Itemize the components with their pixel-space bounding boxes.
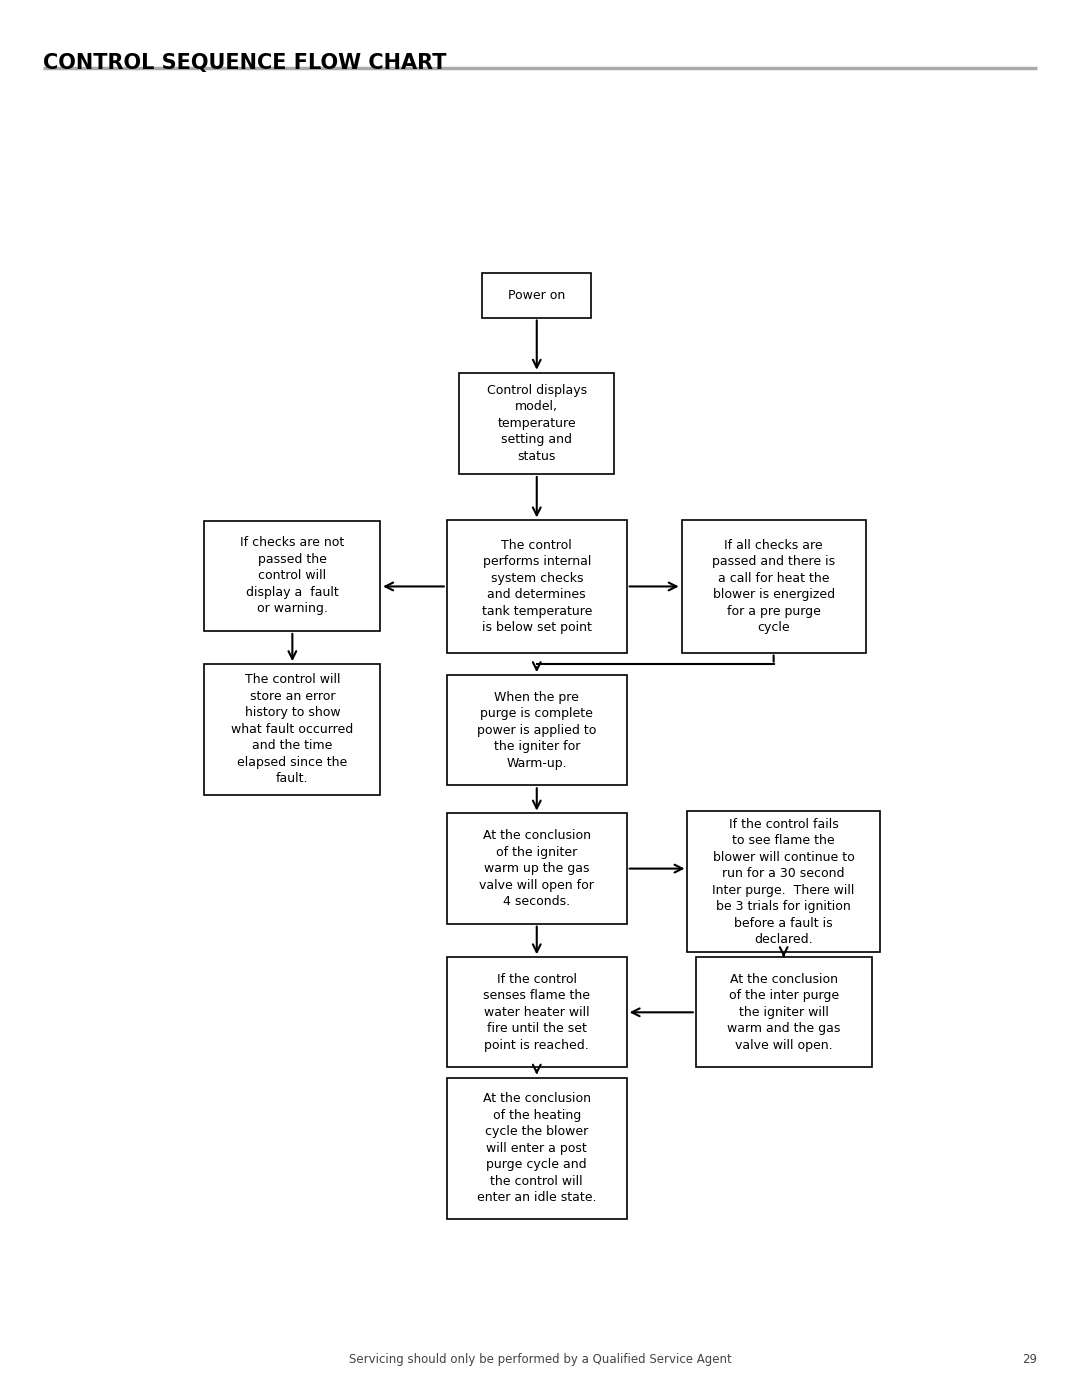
Text: If the control
senses flame the
water heater will
fire until the set
point is re: If the control senses flame the water he… <box>483 972 591 1052</box>
Bar <box>447 1077 626 1218</box>
Bar <box>447 957 626 1067</box>
Text: Power on: Power on <box>508 289 566 302</box>
Text: At the conclusion
of the igniter
warm up the gas
valve will open for
4 seconds.: At the conclusion of the igniter warm up… <box>480 828 594 908</box>
Text: When the pre
purge is complete
power is applied to
the igniter for
Warm-up.: When the pre purge is complete power is … <box>477 690 596 770</box>
Text: CONTROL SEQUENCE FLOW CHART: CONTROL SEQUENCE FLOW CHART <box>43 53 447 73</box>
Bar <box>688 812 880 953</box>
Text: Control displays
model,
temperature
setting and
status: Control displays model, temperature sett… <box>487 384 586 462</box>
Bar <box>204 664 380 795</box>
Text: At the conclusion
of the heating
cycle the blower
will enter a post
purge cycle : At the conclusion of the heating cycle t… <box>477 1092 596 1204</box>
Text: The control will
store an error
history to show
what fault occurred
and the time: The control will store an error history … <box>231 673 353 785</box>
Text: If all checks are
passed and there is
a call for heat the
blower is energized
fo: If all checks are passed and there is a … <box>712 539 835 634</box>
Text: Servicing should only be performed by a Qualified Service Agent: Servicing should only be performed by a … <box>349 1354 731 1366</box>
Text: If the control fails
to see flame the
blower will continue to
run for a 30 secon: If the control fails to see flame the bl… <box>713 817 855 946</box>
Bar <box>204 521 380 631</box>
Text: At the conclusion
of the inter purge
the igniter will
warm and the gas
valve wil: At the conclusion of the inter purge the… <box>727 972 840 1052</box>
Bar <box>447 813 626 923</box>
Text: The control
performs internal
system checks
and determines
tank temperature
is b: The control performs internal system che… <box>482 539 592 634</box>
Bar <box>681 520 866 652</box>
Bar <box>447 675 626 785</box>
Text: If checks are not
passed the
control will
display a  fault
or warning.: If checks are not passed the control wil… <box>240 536 345 615</box>
Bar <box>696 957 872 1067</box>
Bar <box>483 274 591 317</box>
Text: 29: 29 <box>1022 1354 1037 1366</box>
Bar <box>447 520 626 652</box>
Bar <box>459 373 615 474</box>
